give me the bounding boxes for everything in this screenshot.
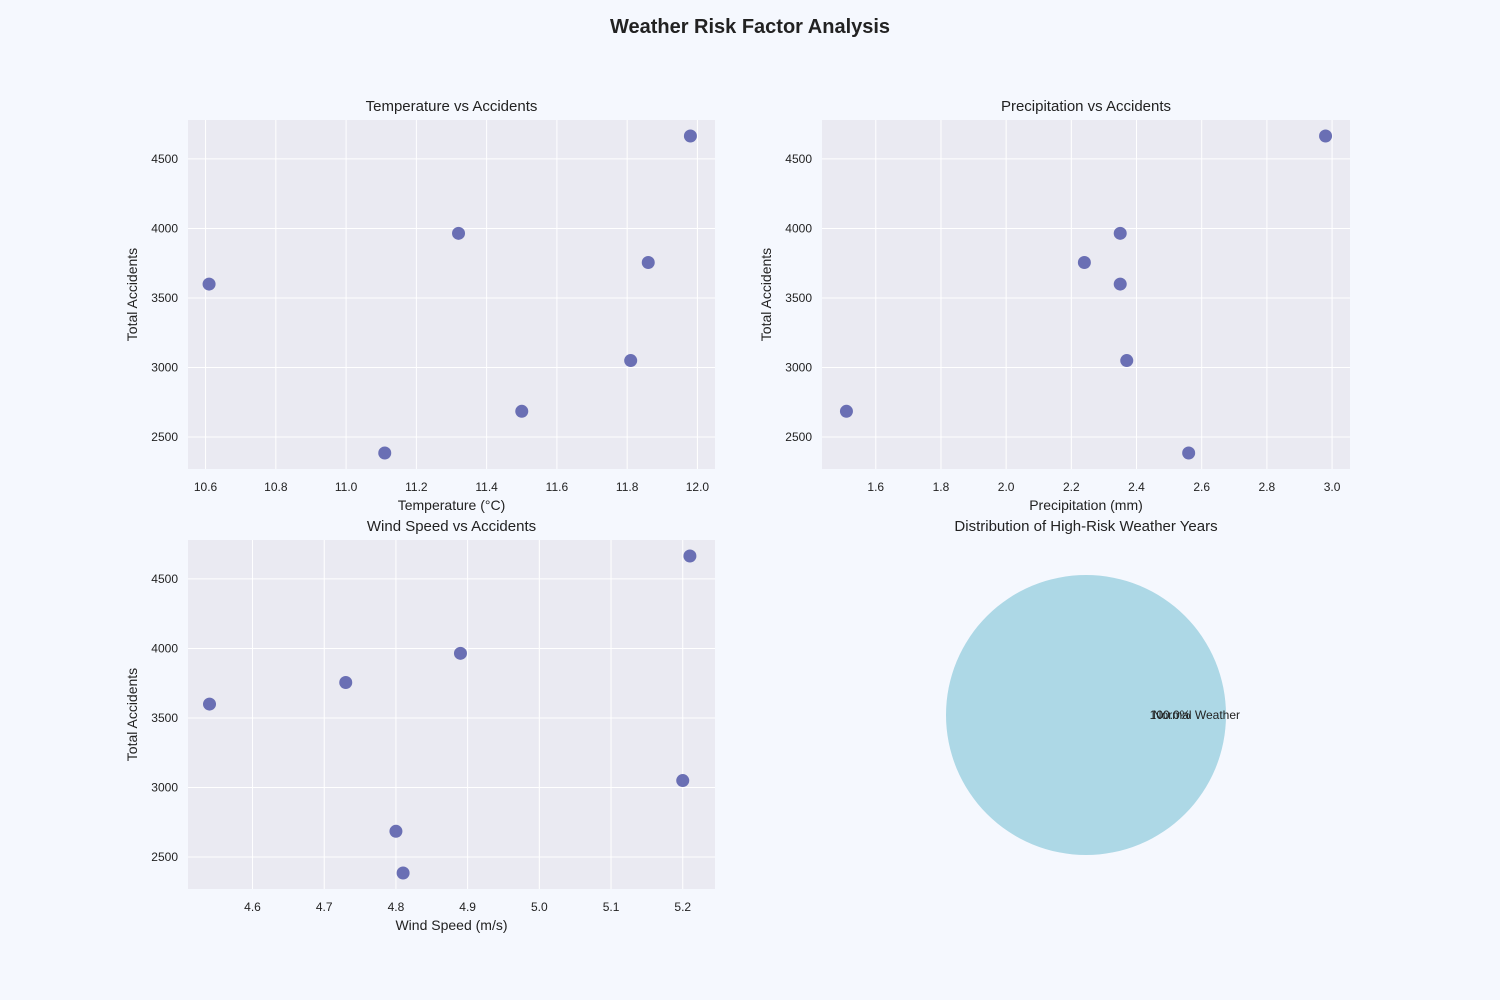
panel-3-y-tick-label: 4500	[151, 572, 178, 586]
panel-3-x-tick-label: 4.9	[459, 900, 476, 914]
panel-4-pie-percent-label: 100.0%	[1150, 708, 1191, 722]
panel-1-x-tick-label: 11.4	[475, 480, 498, 494]
panel-1-scatter-point	[641, 256, 655, 270]
panel-2-scatter-point	[1120, 354, 1134, 368]
panel-1-title: Temperature vs Accidents	[366, 98, 538, 115]
panel-2-x-tick-label: 3.0	[1324, 480, 1341, 494]
panel-1-scatter-point	[202, 277, 216, 291]
panel-2-x-tick-label: 2.2	[1063, 480, 1080, 494]
panel-1-scatter-point	[624, 354, 638, 368]
panel-2-y-axis-label: Total Accidents	[758, 248, 774, 341]
panel-4-pie-slice-label: Normal Weather	[1153, 708, 1240, 722]
panel-2-x-tick-label: 2.8	[1259, 480, 1276, 494]
panel-2-y-tick-label: 4000	[785, 221, 812, 235]
panel-3-x-tick-label: 4.7	[316, 900, 333, 914]
panel-3-scatter-point	[389, 824, 403, 838]
panel-4-title: Distribution of High-Risk Weather Years	[954, 518, 1217, 535]
panel-3-y-tick-label: 2500	[151, 850, 178, 864]
panel-1-plot-area	[188, 120, 715, 469]
panel-3-scatter-point	[203, 697, 217, 711]
panel-1-x-axis-label: Temperature (°C)	[398, 497, 506, 513]
panel-2-x-tick-label: 1.6	[867, 480, 884, 494]
panel-3-title: Wind Speed vs Accidents	[367, 518, 536, 535]
panel-3-scatter-point	[676, 774, 690, 788]
panel-2-x-tick-label: 1.8	[933, 480, 950, 494]
panel-3-x-axis-label: Wind Speed (m/s)	[395, 917, 507, 933]
panel-1-y-tick-label: 3000	[151, 360, 178, 374]
panel-3-x-tick-label: 4.8	[388, 900, 405, 914]
panel-2-x-tick-label: 2.6	[1193, 480, 1210, 494]
panel-2-y-tick-label: 3500	[785, 291, 812, 305]
panel-3-x-tick-label: 5.2	[674, 900, 691, 914]
panel-1-x-tick-label: 11.6	[546, 480, 569, 494]
panel-3-scatter-point	[453, 646, 467, 660]
panel-3-x-tick-label: 4.6	[244, 900, 261, 914]
panel-2-scatter-point	[839, 404, 853, 418]
panel-2-y-tick-label: 3000	[785, 360, 812, 374]
panel-1-y-tick-label: 4500	[151, 152, 178, 166]
panel-1-scatter-point	[515, 404, 529, 418]
panel-3-y-tick-label: 3000	[151, 780, 178, 794]
panel-2-y-tick-label: 2500	[785, 430, 812, 444]
panel-1-y-tick-label: 4000	[151, 221, 178, 235]
panel-2-scatter-point	[1319, 129, 1333, 143]
panel-2-title: Precipitation vs Accidents	[1001, 98, 1171, 115]
figure-title: Weather Risk Factor Analysis	[609, 16, 891, 38]
panel-3-y-tick-label: 4000	[151, 641, 178, 655]
panel-1-x-tick-label: 11.2	[405, 480, 428, 494]
panel-1-scatter-point	[683, 129, 697, 143]
panel-2-scatter-point	[1182, 446, 1196, 460]
panel-3-y-tick-label: 3500	[151, 711, 178, 725]
panel-1-y-tick-label: 3500	[151, 291, 178, 305]
panel-3-y-axis-label: Total Accidents	[124, 668, 140, 761]
panel-4-pie-slice	[946, 575, 1226, 855]
panel-3-scatter-point	[683, 549, 697, 563]
panel-1-y-axis-label: Total Accidents	[124, 248, 140, 341]
panel-3-x-tick-label: 5.0	[531, 900, 548, 914]
panel-3-plot-area	[188, 540, 715, 889]
panel-1-scatter-point	[452, 226, 466, 240]
panel-3-scatter-point	[396, 866, 410, 880]
panel-2-y-tick-label: 4500	[785, 152, 812, 166]
panel-2-x-axis-label: Precipitation (mm)	[1029, 497, 1143, 513]
panel-1-x-tick-label: 10.6	[194, 480, 218, 494]
panel-1-x-tick-label: 12.0	[686, 480, 710, 494]
panel-2-scatter-point	[1113, 226, 1127, 240]
panel-2-x-tick-label: 2.4	[1128, 480, 1145, 494]
panel-2-x-tick-label: 2.0	[998, 480, 1015, 494]
panel-2-scatter-point	[1077, 256, 1091, 270]
panel-2-scatter-point	[1113, 277, 1127, 291]
panel-1-x-tick-label: 11.8	[616, 480, 639, 494]
panel-1-x-tick-label: 10.8	[264, 480, 288, 494]
panel-1-scatter-point	[378, 446, 392, 460]
panel-3-scatter-point	[339, 676, 353, 690]
panel-1-x-tick-label: 11.0	[335, 480, 358, 494]
panel-1-y-tick-label: 2500	[151, 430, 178, 444]
panel-3-x-tick-label: 5.1	[603, 900, 620, 914]
panel-2-plot-area	[822, 120, 1350, 469]
